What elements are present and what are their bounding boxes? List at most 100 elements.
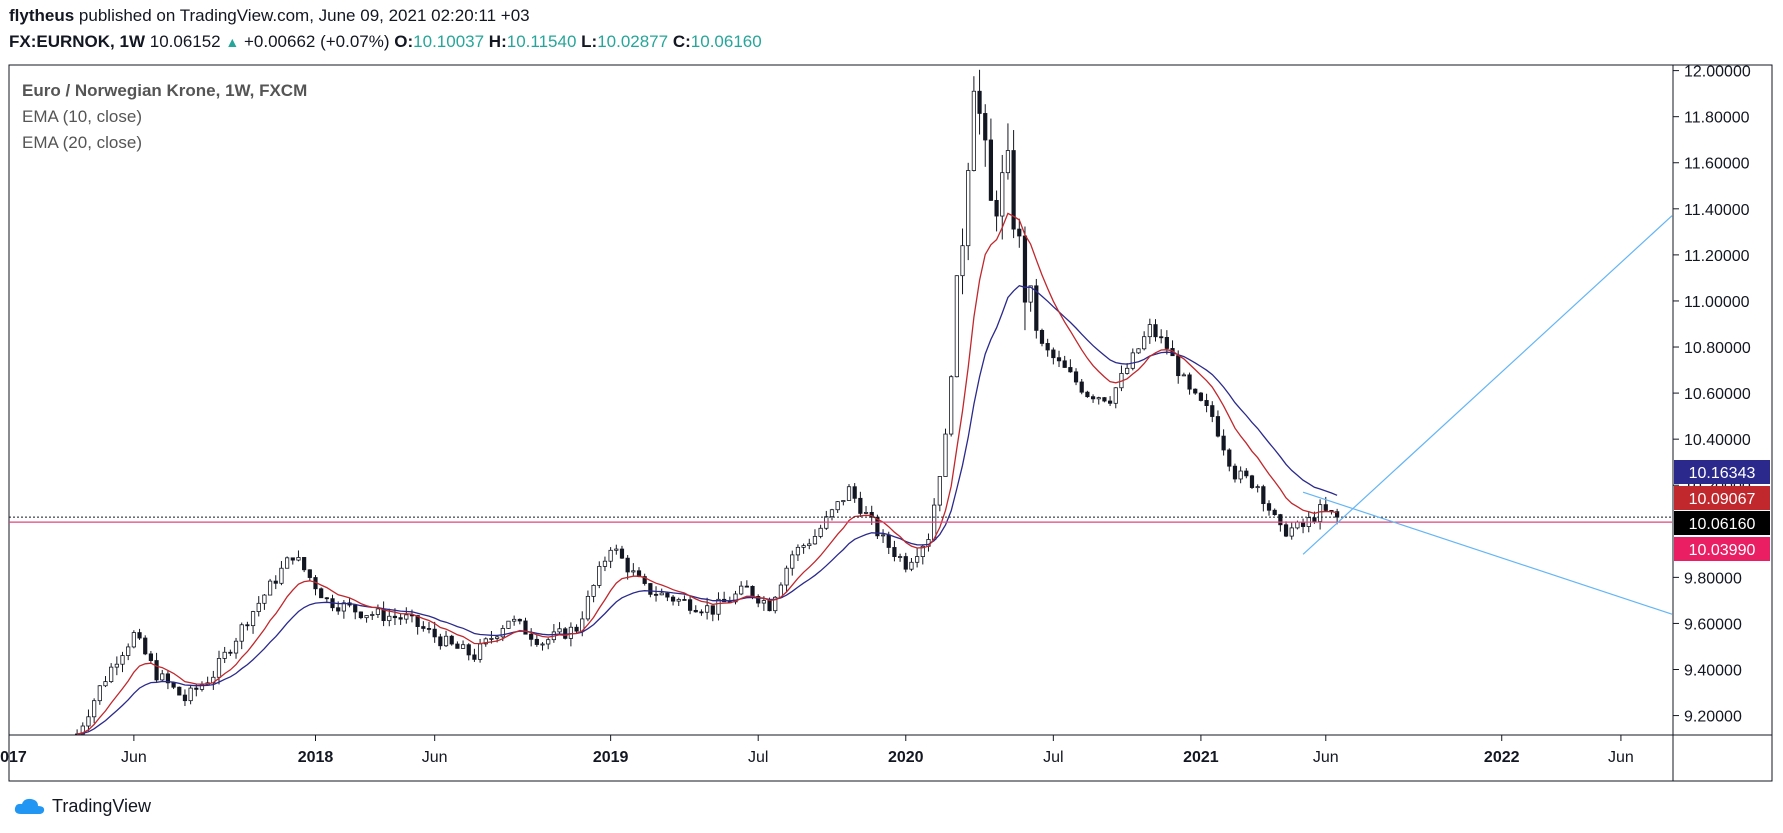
candle-body bbox=[182, 694, 188, 702]
candle-body bbox=[971, 90, 976, 171]
price-tick-label: 12.00000 bbox=[1684, 64, 1751, 81]
candle-body bbox=[1028, 285, 1033, 303]
price-tick-label: 10.40000 bbox=[1684, 432, 1751, 449]
open-value: 10.10037 bbox=[413, 32, 485, 51]
time-tick-label: Jun bbox=[422, 749, 448, 766]
candle-body bbox=[387, 615, 392, 622]
candle-body bbox=[239, 624, 244, 642]
candle-body bbox=[222, 651, 227, 659]
price-badge bbox=[1674, 511, 1770, 535]
candle-body bbox=[846, 486, 852, 501]
candle-body bbox=[228, 651, 233, 654]
candle-body bbox=[863, 511, 869, 514]
price-tick-label: 11.00000 bbox=[1684, 294, 1750, 311]
candle-body bbox=[540, 643, 545, 646]
price-tick-label: 11.60000 bbox=[1684, 156, 1750, 173]
candle-body bbox=[455, 643, 460, 649]
candle-body bbox=[1232, 465, 1238, 480]
candle-body bbox=[756, 596, 761, 604]
candle-body bbox=[188, 687, 193, 702]
publish-info: flytheus published on TradingView.com, J… bbox=[9, 6, 530, 26]
candle-body bbox=[966, 170, 971, 247]
candle-body bbox=[648, 583, 653, 595]
candle-body bbox=[256, 602, 261, 612]
candle-body bbox=[1193, 388, 1198, 394]
candle-body bbox=[421, 626, 426, 629]
price-tick-label: 11.20000 bbox=[1684, 248, 1750, 265]
tradingview-footer[interactable]: TradingView bbox=[12, 795, 151, 817]
candle-body bbox=[960, 245, 965, 277]
ema10-line bbox=[76, 212, 1338, 735]
candle-body bbox=[296, 557, 301, 561]
candle-body bbox=[324, 597, 329, 600]
candle-body bbox=[841, 500, 846, 503]
candle-body bbox=[319, 588, 324, 599]
candle-body bbox=[983, 113, 988, 141]
candle-body bbox=[438, 636, 443, 647]
candle-body bbox=[1221, 435, 1226, 451]
close-label: C: bbox=[672, 32, 691, 51]
candle-body bbox=[795, 546, 801, 556]
candle-body bbox=[1068, 367, 1073, 373]
trend-lines bbox=[1302, 215, 1673, 615]
candle-body bbox=[500, 628, 505, 638]
candle-body bbox=[920, 545, 925, 557]
candle-body bbox=[784, 567, 789, 586]
ema10-legend[interactable]: EMA (10, close) bbox=[22, 107, 142, 126]
candle-body bbox=[1000, 172, 1005, 217]
candle-body bbox=[483, 638, 488, 645]
candle-body bbox=[477, 643, 483, 660]
candle-body bbox=[568, 626, 574, 639]
candle-body bbox=[148, 653, 153, 661]
candle-body bbox=[262, 594, 267, 604]
ema20-legend[interactable]: EMA (20, close) bbox=[22, 133, 142, 152]
candle-body bbox=[534, 638, 539, 645]
candle-body bbox=[653, 593, 659, 596]
price-tick-label: 9.40000 bbox=[1684, 663, 1742, 680]
candle-body bbox=[1034, 285, 1039, 331]
candle-body bbox=[199, 684, 205, 690]
price-tick-label: 10.80000 bbox=[1684, 340, 1751, 357]
candle-body bbox=[1278, 514, 1283, 526]
candle-body bbox=[109, 666, 114, 683]
candle-body bbox=[642, 576, 647, 584]
time-tick-label: 2021 bbox=[1183, 749, 1219, 766]
price-badges: 10.16343 10.09067 10.06160 10.03990 bbox=[1674, 460, 1770, 561]
candle-body bbox=[364, 615, 369, 619]
candle-body bbox=[523, 620, 528, 635]
candle-body bbox=[415, 615, 420, 627]
candle-body bbox=[705, 605, 710, 613]
brand-name: TradingView bbox=[52, 795, 152, 816]
candle-body bbox=[353, 604, 358, 613]
candle-body bbox=[915, 556, 920, 563]
candle-body bbox=[1153, 324, 1158, 338]
up-triangle-icon: ▲ bbox=[225, 34, 240, 50]
price-badge bbox=[1674, 537, 1770, 561]
price-tick-label: 9.20000 bbox=[1684, 709, 1742, 726]
candle-body bbox=[489, 638, 494, 640]
candle-body bbox=[1323, 504, 1328, 511]
trend-line bbox=[1302, 215, 1673, 555]
candle-body bbox=[943, 433, 948, 477]
candle-body bbox=[1147, 324, 1152, 338]
candle-body bbox=[1017, 228, 1022, 237]
chart-frame bbox=[8, 64, 1773, 782]
candle-body bbox=[97, 685, 102, 702]
candle-body bbox=[1022, 235, 1028, 303]
candle-body bbox=[358, 611, 363, 619]
candle-body bbox=[131, 632, 136, 648]
candle-body bbox=[1198, 392, 1204, 401]
candle-body bbox=[1136, 348, 1141, 354]
candle-body bbox=[670, 596, 676, 602]
candle-body bbox=[1062, 360, 1067, 368]
candle-body bbox=[1130, 352, 1135, 369]
candle-body bbox=[392, 615, 398, 619]
candle-body bbox=[137, 632, 142, 639]
candle-body bbox=[165, 673, 171, 684]
candle-body bbox=[370, 614, 375, 616]
candle-body bbox=[1176, 355, 1181, 377]
price-tick-label: 9.60000 bbox=[1684, 616, 1742, 633]
candle-body bbox=[120, 655, 125, 665]
candle-body bbox=[597, 565, 602, 586]
